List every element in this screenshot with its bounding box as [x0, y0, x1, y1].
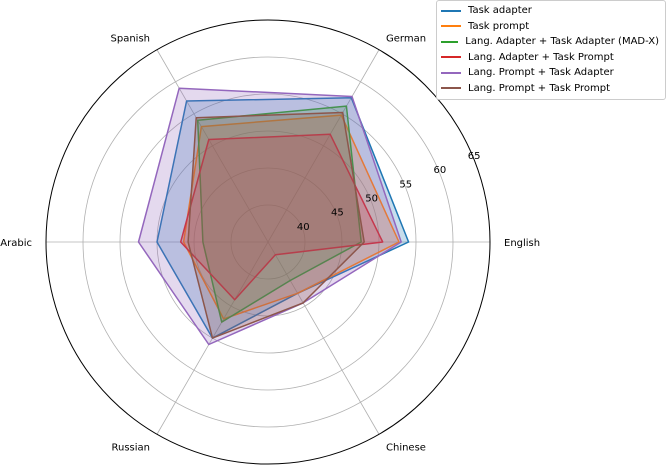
radar-labels: English German Spanish Arabic Russian Chinese… — [0, 34, 540, 454]
legend-swatch — [441, 71, 461, 74]
category-label-english: English — [504, 238, 540, 249]
chart-legend: Task adapter Task prompt Lang. Adapter + T… — [436, 0, 666, 100]
series-lang-adapter-task-adapter-mad-x — [196, 105, 362, 323]
radar-series-layer — [137, 87, 410, 346]
legend-item: Lang. Adapter + Task Prompt — [441, 50, 659, 66]
legend-item: Lang. Prompt + Task Adapter — [441, 65, 659, 81]
radial-tick-label: 65 — [468, 151, 481, 162]
legend-item: Lang. Prompt + Task Prompt — [441, 81, 659, 97]
legend-label: Task adapter — [468, 5, 532, 17]
legend-swatch — [441, 9, 461, 12]
outer-spine — [45, 19, 491, 465]
legend-label: Lang. Adapter + Task Adapter (MAD-X) — [465, 36, 659, 48]
category-label-russian: Russian — [111, 442, 150, 453]
legend-item: Lang. Adapter + Task Adapter (MAD-X) — [441, 34, 659, 50]
radial-tick-label: 45 — [331, 208, 344, 219]
category-label-german: German — [386, 34, 426, 45]
legend-swatch — [441, 40, 459, 43]
legend-label: Task prompt — [468, 20, 530, 32]
series-lang-adapter-task-prompt — [179, 133, 384, 301]
legend-item: Task adapter — [441, 3, 659, 19]
grid-circle — [230, 204, 306, 280]
grid-circle — [119, 93, 417, 391]
category-label-spanish: Spanish — [111, 34, 151, 45]
legend-swatch — [441, 87, 461, 90]
radial-tick-label: 60 — [434, 165, 447, 176]
category-label-chinese: Chinese — [386, 442, 426, 453]
radial-tick-label: 55 — [399, 179, 412, 190]
radial-tick-label: 50 — [365, 194, 378, 205]
legend-label: Lang. Prompt + Task Adapter — [468, 67, 614, 79]
category-label-arabic: Arabic — [0, 238, 32, 249]
legend-label: Lang. Prompt + Task Prompt — [468, 82, 610, 94]
legend-label: Lang. Adapter + Task Prompt — [468, 51, 614, 63]
radar-grid — [45, 19, 491, 465]
legend-swatch — [441, 25, 461, 28]
legend-item: Task prompt — [441, 19, 659, 35]
grid-circle — [82, 56, 454, 428]
series-lang-prompt-task-prompt — [187, 111, 365, 339]
legend-swatch — [441, 56, 461, 59]
radial-tick-label: 40 — [297, 222, 310, 233]
